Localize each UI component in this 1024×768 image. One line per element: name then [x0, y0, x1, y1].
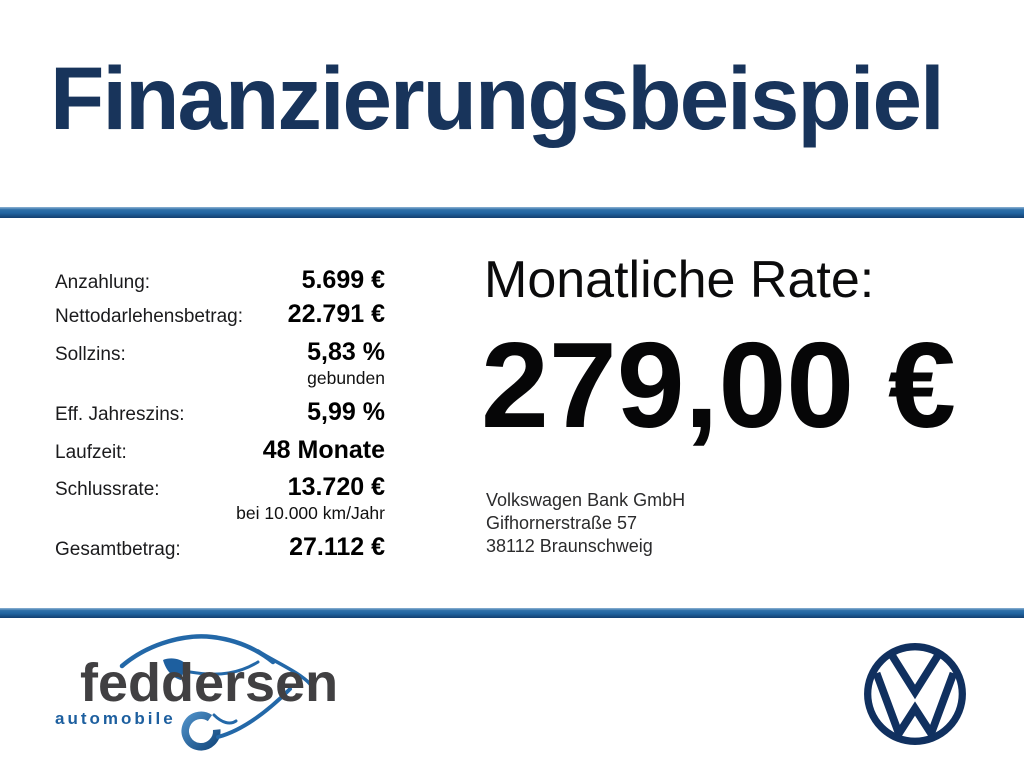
vw-logo-icon: [864, 643, 966, 745]
finance-row-laufzeit: Laufzeit: 48 Monate: [55, 436, 385, 465]
dealer-car-icon: [119, 634, 316, 751]
row-label: Anzahlung:: [55, 272, 151, 293]
monthly-rate-label: Monatliche Rate:: [484, 251, 875, 309]
bank-address: Volkswagen Bank GmbH Gifhornerstraße 57 …: [486, 489, 685, 558]
row-value: 13.720 €: [287, 473, 385, 501]
finance-row-sollzins: Sollzins: 5,83 % gebunden: [55, 338, 385, 391]
row-value: 5.699 €: [301, 266, 385, 294]
row-label: Laufzeit:: [55, 442, 127, 463]
row-label: Schlussrate:: [55, 479, 160, 500]
finance-row-nettodarlehensbetrag: Nettodarlehensbetrag: 22.791 €: [55, 300, 385, 329]
finance-row-gesamtbetrag: Gesamtbetrag: 27.112 €: [55, 533, 385, 562]
row-note: gebunden: [307, 368, 385, 388]
monthly-rate-value: 279,00 €: [481, 317, 956, 453]
row-label: Nettodarlehensbetrag:: [55, 306, 244, 327]
bank-city: 38112 Braunschweig: [486, 536, 653, 556]
finance-row-schlussrate: Schlussrate: 13.720 € bei 10.000 km/Jahr: [55, 473, 385, 526]
dealer-subtitle: automobile: [55, 709, 176, 728]
row-note: bei 10.000 km/Jahr: [236, 503, 385, 523]
row-value: 5,99 %: [307, 398, 385, 426]
dealer-name: feddersen: [80, 653, 339, 713]
finance-row-anzahlung: Anzahlung: 5.699 €: [55, 266, 385, 295]
row-value: 5,83 %: [307, 338, 385, 366]
row-value: 27.112 €: [289, 533, 385, 561]
row-value: 22.791 €: [287, 300, 385, 328]
finance-row-eff-jahreszins: Eff. Jahreszins: 5,99 %: [55, 398, 385, 427]
bank-street: Gifhornerstraße 57: [486, 513, 638, 533]
separator-line-top: [0, 207, 1024, 218]
page-title: Finanzierungsbeispiel: [50, 48, 945, 148]
row-label: Gesamtbetrag:: [55, 539, 181, 560]
row-label: Sollzins:: [55, 344, 126, 365]
row-label: Eff. Jahreszins:: [55, 404, 185, 425]
row-value: 48 Monate: [262, 436, 385, 464]
bank-name: Volkswagen Bank GmbH: [486, 490, 686, 510]
separator-line-bottom: [0, 608, 1024, 618]
